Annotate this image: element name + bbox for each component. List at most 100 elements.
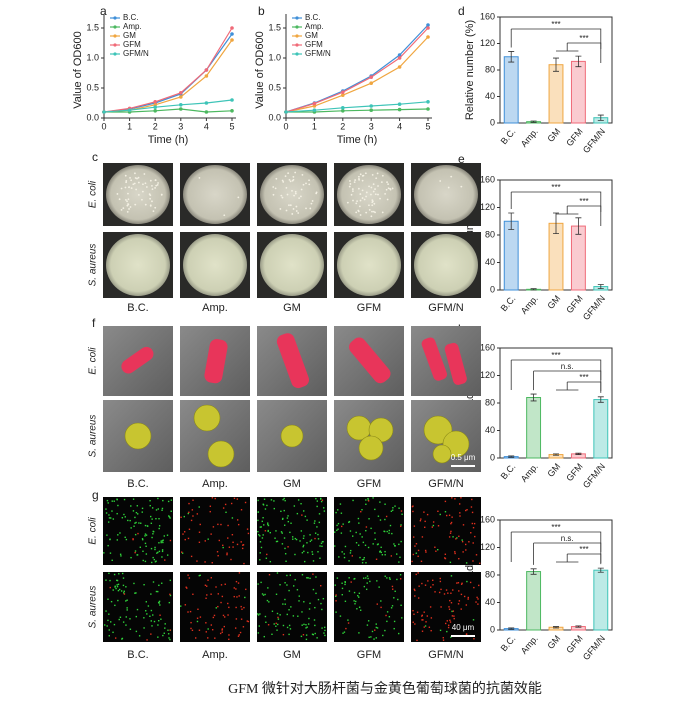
dead-cell [189,610,192,613]
dead-cell [477,598,479,600]
colony [370,186,373,189]
live-cell [391,509,394,511]
colony [372,190,375,193]
live-cell [121,572,124,575]
dead-cell [187,611,189,613]
live-cell [317,551,319,553]
dead-cell [159,614,161,616]
colony [355,202,358,205]
live-cell [222,546,224,549]
dead-cell [427,580,429,582]
colony [280,194,283,197]
live-cell [288,624,291,627]
live-cell [309,602,311,605]
colony [385,188,388,191]
colony [129,206,132,208]
point [426,35,430,39]
dead-cell [418,585,420,587]
live-cell [199,574,201,576]
live-cell [133,525,135,527]
row-label: E. coli [88,517,99,545]
bacterium [276,333,310,389]
live-cell [284,553,287,555]
colony [359,193,362,195]
live-cell [309,534,311,536]
dead-cell [236,543,239,546]
live-cell [125,624,127,626]
y-tick-label: 0.5 [268,82,281,92]
x-tick-label: GM [545,293,562,311]
live-cell [311,551,313,553]
live-cell [134,533,137,536]
live-cell [280,510,282,513]
live-cell [157,624,159,626]
live-cell [439,629,442,632]
live-cell [161,550,164,553]
dead-cell [335,594,337,596]
y-tick-label: 40 [485,91,495,101]
dead-cell [214,497,216,500]
live-cell [401,617,403,619]
live-cell [323,510,326,512]
colony [289,204,292,207]
dead-cell [457,582,460,584]
dead-cell [190,627,192,630]
y-tick-label: 160 [480,514,495,524]
dead-cell [246,528,249,530]
live-cell [359,533,361,535]
dead-cell [228,638,230,641]
live-cell [344,600,347,603]
colony [156,183,159,186]
dead-cell [241,608,243,610]
colony [122,207,125,210]
series-line [104,108,233,113]
live-cell [144,535,146,537]
live-cell [394,590,396,593]
fluorescence-background [334,572,404,642]
colony [301,174,304,176]
live-cell [259,552,261,554]
colony [357,210,360,213]
dead-cell [451,497,453,499]
live-cell [282,517,284,520]
live-cell [105,512,108,514]
live-cell [122,584,125,587]
colony [374,188,376,190]
live-cell [359,609,362,611]
live-cell [123,590,125,592]
dead-cell [399,578,402,580]
colony [294,190,297,193]
live-cell [319,498,322,500]
dead-cell [469,581,472,584]
x-tick-label: GM [545,633,562,651]
live-cell [139,546,141,548]
colony [349,180,351,182]
live-cell [297,499,300,501]
dead-cell [188,511,190,514]
dead-cell [237,582,240,584]
dead-cell [302,634,305,636]
live-cell [155,518,157,520]
column-label: GFM [357,302,381,314]
live-cell [151,625,153,627]
dead-cell [454,498,456,500]
live-cell [357,517,360,520]
dead-cell [465,633,468,636]
dead-cell [236,519,239,521]
dead-cell [444,557,447,560]
point [341,109,345,113]
colony [129,176,131,179]
fluorescence-background [180,497,250,565]
dead-cell [192,515,194,517]
live-cell [342,632,344,634]
colony [151,188,154,191]
significance-bracket [556,381,602,393]
live-cell [353,600,355,602]
point [284,110,288,114]
live-cell [282,624,285,627]
error-bar [597,396,604,403]
live-cell [123,513,125,516]
live-cell [348,590,351,592]
point [230,32,234,36]
colony [356,200,359,203]
